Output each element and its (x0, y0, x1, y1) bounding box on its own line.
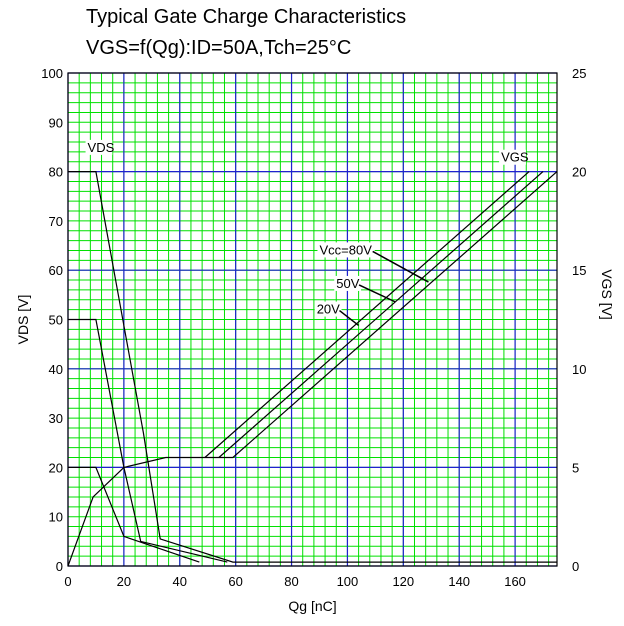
annotation-label: 50V (336, 276, 359, 291)
x-tick-label: 40 (173, 574, 187, 589)
vgs-curve-5 (204, 171, 530, 458)
annotations: VDS VGS Vcc=80V 50V 20V (85, 139, 529, 327)
y2-tick-label: 25 (572, 66, 586, 81)
y-tick-label: 100 (41, 66, 63, 81)
annotation-background (334, 275, 362, 291)
annotation-background (314, 301, 342, 317)
annotation-leader (358, 284, 396, 303)
y-tick-label: 20 (49, 460, 63, 475)
annotation-leader (339, 309, 360, 327)
y2-axis-label: VGS [V] (599, 269, 615, 320)
y-tick-label: 60 (49, 263, 63, 278)
y-tick-label: 50 (49, 313, 63, 328)
plot-frame (67, 72, 558, 567)
x-tick-label: 100 (337, 574, 359, 589)
annotation-background (85, 139, 113, 155)
x-tick-label: 20 (117, 574, 131, 589)
plot-grid (67, 72, 557, 567)
annotation-label: 20V (317, 302, 340, 317)
vds-curve-2 (68, 466, 200, 563)
annotation-label: VDS (88, 140, 115, 155)
x-axis-label: Qg [nC] (288, 598, 336, 614)
y-tick-label: 80 (49, 165, 63, 180)
y2-tick-label: 20 (572, 165, 586, 180)
y2-tick-label: 10 (572, 362, 586, 377)
y-axis-label: VDS [V] (15, 295, 31, 345)
annotation-label: Vcc=80V (319, 242, 372, 257)
x-tick-label: 80 (284, 574, 298, 589)
y-tick-label: 0 (56, 559, 63, 574)
tick-labels: 0 20 40 60 80 100 120 140 1600102030405060708090… (41, 66, 586, 589)
x-tick-label: 160 (504, 574, 526, 589)
y2-tick-label: 15 (572, 263, 586, 278)
y-tick-label: 40 (49, 362, 63, 377)
vgs-curve-3 (67, 171, 558, 567)
y-tick-label: 90 (49, 115, 63, 130)
x-tick-label: 140 (448, 574, 470, 589)
annotation-background (499, 149, 526, 165)
y-tick-label: 30 (49, 411, 63, 426)
x-tick-label: 120 (392, 574, 414, 589)
y-tick-label: 10 (49, 510, 63, 525)
annotation-background (317, 242, 375, 258)
x-tick-label: 60 (228, 574, 242, 589)
y2-tick-label: 0 (572, 559, 579, 574)
y-tick-label: 70 (49, 214, 63, 229)
y2-tick-label: 5 (572, 460, 579, 475)
annotation-label: VGS (501, 150, 529, 165)
annotation-leader (372, 250, 429, 283)
chart-title: Typical Gate Charge Characteristics (86, 6, 407, 28)
vds-curve-1 (68, 318, 228, 563)
vgs-curve-4 (218, 171, 544, 458)
curves (67, 171, 558, 567)
x-tick-label: 0 (64, 574, 71, 589)
chart-subtitle: VGS=f(Qg):ID=50A,Tch=25°C (86, 37, 352, 59)
vds-curve-0 (68, 171, 557, 563)
